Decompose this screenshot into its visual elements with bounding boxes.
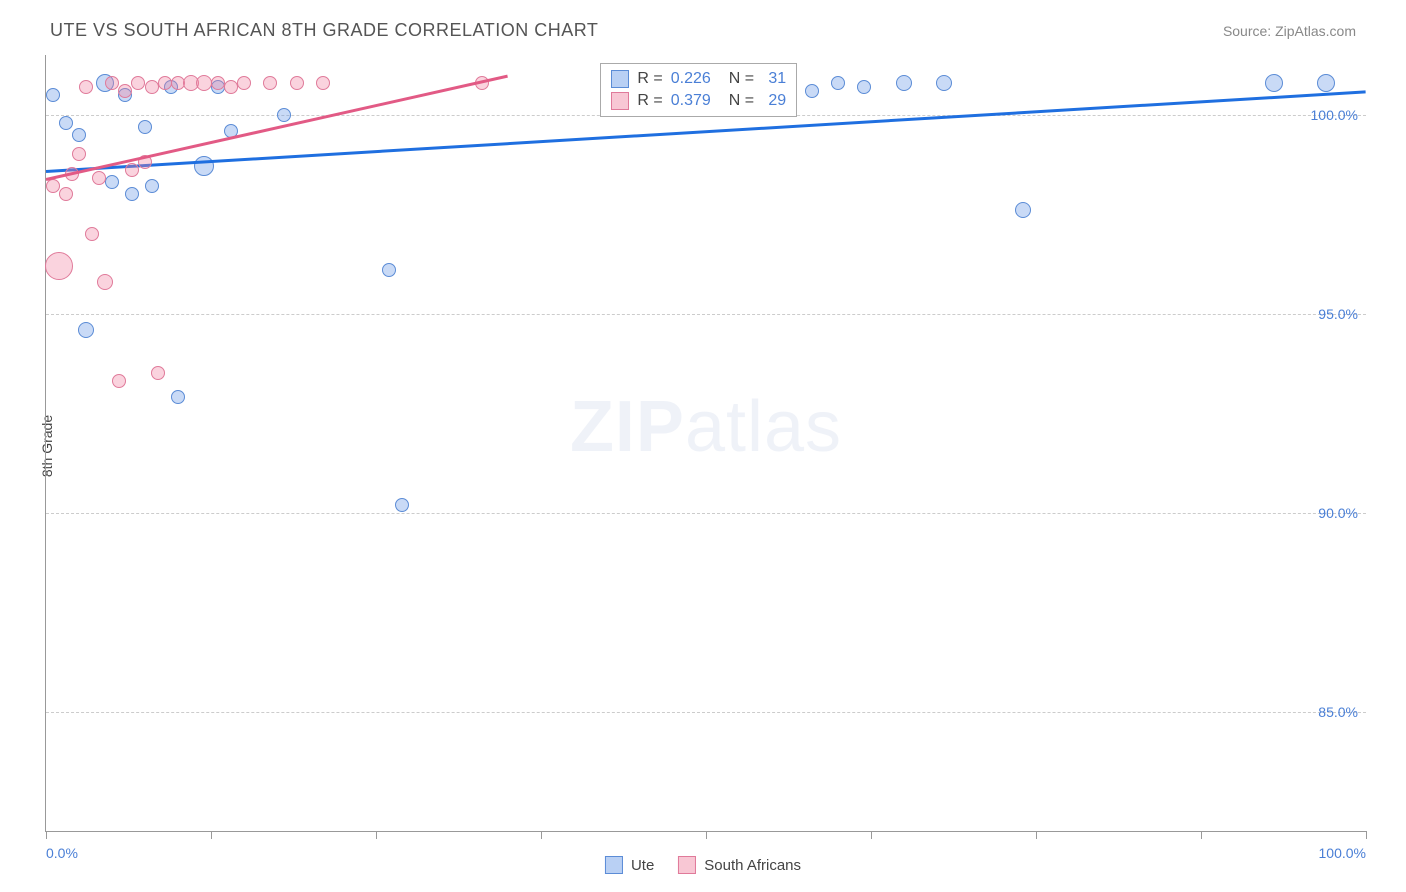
data-point — [72, 128, 86, 142]
data-point — [118, 84, 132, 98]
watermark-light: atlas — [685, 387, 842, 467]
stats-row: R = 0.379 N = 29 — [611, 90, 786, 112]
data-point — [46, 88, 60, 102]
data-point — [316, 76, 330, 90]
x-tick — [1201, 831, 1202, 839]
data-point — [171, 390, 185, 404]
data-point — [1317, 74, 1335, 92]
data-point — [92, 171, 106, 185]
stats-r-label: R = — [637, 92, 662, 110]
data-point — [805, 84, 819, 98]
chart-header: UTE VS SOUTH AFRICAN 8TH GRADE CORRELATI… — [50, 20, 1356, 41]
data-point — [79, 80, 93, 94]
stats-swatch — [611, 70, 629, 88]
x-tick — [211, 831, 212, 839]
x-tick-label: 100.0% — [1319, 845, 1366, 861]
chart-plot-area: ZIPatlas 85.0%90.0%95.0%100.0%0.0%100.0%… — [45, 55, 1366, 832]
data-point — [97, 274, 113, 290]
data-point — [112, 374, 126, 388]
data-point — [46, 179, 60, 193]
data-point — [105, 76, 119, 90]
data-point — [105, 175, 119, 189]
y-tick-label: 95.0% — [1318, 306, 1358, 322]
x-tick — [376, 831, 377, 839]
data-point — [145, 179, 159, 193]
gridline — [46, 314, 1366, 315]
legend-item: South Africans — [678, 856, 801, 874]
x-tick — [46, 831, 47, 839]
data-point — [59, 187, 73, 201]
data-point — [158, 76, 172, 90]
chart-title: UTE VS SOUTH AFRICAN 8TH GRADE CORRELATI… — [50, 20, 598, 41]
y-tick-label: 100.0% — [1311, 107, 1358, 123]
watermark-bold: ZIP — [570, 387, 685, 467]
data-point — [857, 80, 871, 94]
stats-n-label: N = — [729, 92, 754, 110]
legend-label: Ute — [631, 857, 654, 874]
data-point — [72, 147, 86, 161]
legend-swatch — [678, 856, 696, 874]
data-point — [382, 263, 396, 277]
data-point — [936, 75, 952, 91]
y-tick-label: 85.0% — [1318, 704, 1358, 720]
x-tick — [1366, 831, 1367, 839]
stats-r-label: R = — [637, 70, 662, 88]
data-point — [78, 322, 94, 338]
data-point — [151, 366, 165, 380]
legend: Ute South Africans — [605, 856, 801, 874]
data-point — [138, 120, 152, 134]
data-point — [211, 76, 225, 90]
stats-n-value: 31 — [762, 70, 786, 88]
stats-r-value: 0.226 — [671, 70, 711, 88]
data-point — [237, 76, 251, 90]
trend-line — [46, 75, 509, 181]
chart-source: Source: ZipAtlas.com — [1223, 23, 1356, 39]
legend-swatch — [605, 856, 623, 874]
data-point — [277, 108, 291, 122]
gridline — [46, 513, 1366, 514]
data-point — [125, 187, 139, 201]
stats-r-value: 0.379 — [671, 92, 711, 110]
data-point — [224, 80, 238, 94]
data-point — [395, 498, 409, 512]
legend-label: South Africans — [704, 857, 801, 874]
x-tick — [706, 831, 707, 839]
legend-item: Ute — [605, 856, 654, 874]
x-tick — [1036, 831, 1037, 839]
stats-n-label: N = — [729, 70, 754, 88]
data-point — [59, 116, 73, 130]
data-point — [1015, 202, 1031, 218]
gridline — [46, 712, 1366, 713]
data-point — [1265, 74, 1283, 92]
watermark: ZIPatlas — [570, 386, 842, 468]
stats-row: R = 0.226 N = 31 — [611, 68, 786, 90]
x-tick — [871, 831, 872, 839]
data-point — [45, 252, 73, 280]
data-point — [125, 163, 139, 177]
data-point — [85, 227, 99, 241]
x-tick — [541, 831, 542, 839]
data-point — [131, 76, 145, 90]
data-point — [145, 80, 159, 94]
stats-box: R = 0.226 N = 31 R = 0.379 N = 29 — [600, 63, 797, 117]
data-point — [831, 76, 845, 90]
x-tick-label: 0.0% — [46, 845, 78, 861]
stats-n-value: 29 — [762, 92, 786, 110]
y-tick-label: 90.0% — [1318, 505, 1358, 521]
data-point — [896, 75, 912, 91]
data-point — [263, 76, 277, 90]
data-point — [290, 76, 304, 90]
stats-swatch — [611, 92, 629, 110]
